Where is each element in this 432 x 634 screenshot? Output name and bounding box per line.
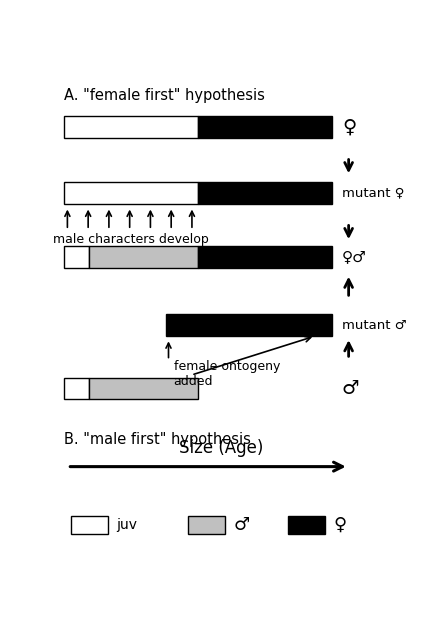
Bar <box>89 246 198 268</box>
Text: ♀♂: ♀♂ <box>342 249 367 264</box>
Bar <box>166 314 332 336</box>
Text: ♂: ♂ <box>233 516 249 534</box>
Bar <box>64 246 89 268</box>
Text: Size (Age): Size (Age) <box>179 439 264 457</box>
Text: ♀: ♀ <box>334 516 347 534</box>
Bar <box>64 377 89 399</box>
Bar <box>64 182 198 204</box>
Bar <box>289 516 325 534</box>
Bar <box>198 117 332 138</box>
Bar <box>71 516 108 534</box>
Bar <box>198 182 332 204</box>
Bar <box>198 246 332 268</box>
Bar <box>188 516 225 534</box>
Text: ♀: ♀ <box>342 118 356 137</box>
Text: A. "female first" hypothesis: A. "female first" hypothesis <box>64 88 265 103</box>
Bar <box>89 377 198 399</box>
Text: mutant ♀: mutant ♀ <box>342 187 404 200</box>
Text: female ontogeny
added: female ontogeny added <box>174 361 280 389</box>
Text: ♂: ♂ <box>342 379 359 398</box>
Text: B. "male first" hypothesis: B. "male first" hypothesis <box>64 432 251 448</box>
Text: mutant ♂: mutant ♂ <box>342 318 407 332</box>
Bar <box>64 117 198 138</box>
Text: juv: juv <box>116 518 137 532</box>
Text: male characters develop: male characters develop <box>53 233 209 245</box>
